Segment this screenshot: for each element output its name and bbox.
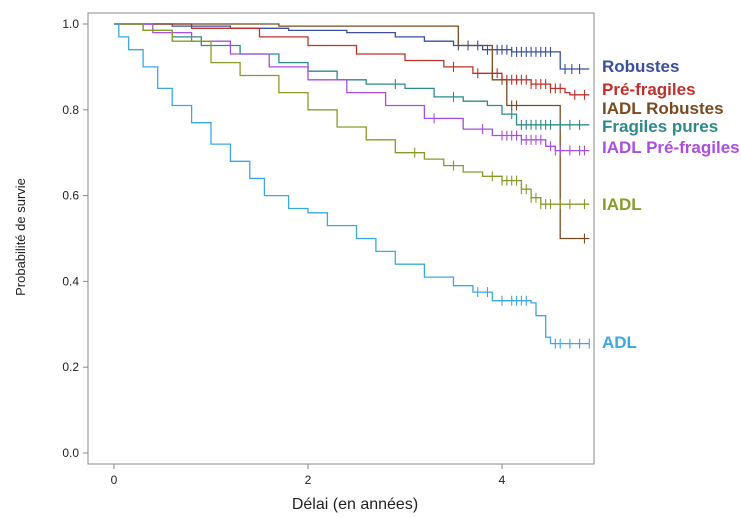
survival-curve <box>114 23 590 205</box>
y-tick-label: 0.6 <box>62 189 79 203</box>
series-layer <box>114 23 590 349</box>
y-tick-label: 0.0 <box>62 446 79 460</box>
plot-frame <box>87 12 595 465</box>
legend-label: IADL <box>602 195 642 214</box>
series-iadl <box>114 23 590 210</box>
series-fragiles-pures <box>114 23 590 130</box>
legend-label: Robustes <box>602 57 679 76</box>
survival-curve <box>114 23 590 96</box>
y-tick-label: 0.8 <box>62 103 79 117</box>
legend-label: Pré-fragiles <box>602 80 696 99</box>
survival-curve <box>114 23 590 126</box>
survival-curve <box>114 23 590 345</box>
legend-label: ADL <box>602 333 637 352</box>
x-tick-label: 2 <box>305 473 312 487</box>
x-axis-title: Délai (en années) <box>292 496 418 513</box>
legend-label: IADL Pré-fragiles <box>602 138 740 157</box>
x-tick-label: 0 <box>111 473 118 487</box>
legend-label: Fragiles pures <box>602 117 718 136</box>
y-axis-title: Probabilité de survie <box>13 178 28 296</box>
y-tick-label: 0.4 <box>62 274 79 288</box>
x-tick-label: 4 <box>499 473 506 487</box>
survival-curve <box>114 23 590 240</box>
legend-label: IADL Robustes <box>602 99 724 118</box>
axis-ticks: 0.0 0.2 0.4 0.6 0.8 1.0 0 2 4 <box>62 17 505 487</box>
y-tick-label: 1.0 <box>62 17 79 31</box>
series-iadl-robustes <box>114 23 590 244</box>
y-tick-label: 0.2 <box>62 360 79 374</box>
series-adl <box>114 23 590 349</box>
plot-area <box>87 12 595 465</box>
